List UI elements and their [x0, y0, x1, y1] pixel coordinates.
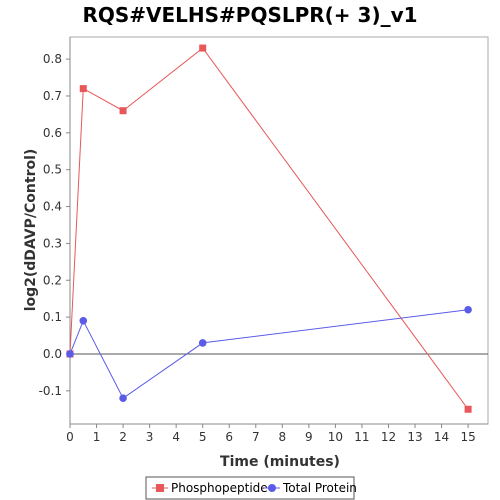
- y-tick-label: 0.8: [43, 52, 62, 66]
- x-tick-label: 3: [146, 430, 154, 444]
- y-tick-label: 0.1: [43, 310, 62, 324]
- phosphopeptide-point: [199, 44, 207, 52]
- y-tick-label: 0.0: [43, 347, 62, 361]
- series-group: [66, 44, 472, 413]
- phosphopeptide-legend-label: Phosphopeptide: [171, 481, 268, 495]
- x-tick-label: 13: [407, 430, 422, 444]
- phosphopeptide-point: [79, 85, 87, 93]
- y-tick-label: 0.3: [43, 236, 62, 250]
- legend: Phosphopeptide Total Protein: [145, 476, 357, 500]
- x-tick-label: 15: [460, 430, 475, 444]
- phosphopeptide-point: [464, 405, 472, 413]
- x-tick-label: 10: [328, 430, 343, 444]
- chart-title: RQS#VELHS#PQSLPR(+ 3)_v1: [82, 3, 417, 27]
- phosphopeptide-point: [119, 107, 127, 115]
- y-tick-label: 0.5: [43, 163, 62, 177]
- x-tick-label: 4: [172, 430, 180, 444]
- legend-box: [145, 476, 355, 500]
- y-tick-label: 0.6: [43, 126, 62, 140]
- y-axis-label: log2(dDAVP/Control): [23, 149, 39, 312]
- x-tick-label: 12: [381, 430, 396, 444]
- total-protein-point: [198, 339, 207, 347]
- y-axis: -0.1 0.0 0.1 0.2 0.3 0.4 0.5 0.6 0.7 0.8: [39, 52, 70, 398]
- total-protein-point: [79, 317, 88, 325]
- x-tick-label: 8: [278, 430, 286, 444]
- x-tick-label: 11: [354, 430, 369, 444]
- y-tick-label: 0.4: [43, 200, 62, 214]
- y-tick-label: -0.1: [39, 384, 62, 398]
- x-tick-label: 2: [119, 430, 127, 444]
- x-tick-label: 5: [199, 430, 207, 444]
- x-tick-label: 14: [434, 430, 449, 444]
- plot-area: [69, 36, 489, 425]
- total-protein-point: [119, 394, 127, 403]
- x-tick-label: 0: [66, 430, 74, 444]
- plot-background: [69, 36, 489, 425]
- total-protein-legend-marker: [268, 484, 276, 492]
- x-axis-label: Time (minutes): [220, 454, 340, 470]
- x-tick-label: 9: [305, 430, 313, 444]
- x-axis: 0 1 2 3 4 5 6 7 8 9 10 11 12 13 14 15: [66, 424, 476, 444]
- total-protein-point: [464, 305, 472, 314]
- x-tick-label: 7: [252, 430, 260, 444]
- phosphopeptide-legend-marker: [156, 484, 164, 492]
- x-tick-label: 6: [225, 430, 233, 444]
- x-tick-label: 1: [93, 430, 101, 444]
- y-tick-label: 0.2: [43, 273, 62, 287]
- y-tick-label: 0.7: [43, 89, 62, 103]
- total-protein-legend-label: Total Protein: [282, 481, 357, 495]
- total-protein-point: [66, 350, 74, 358]
